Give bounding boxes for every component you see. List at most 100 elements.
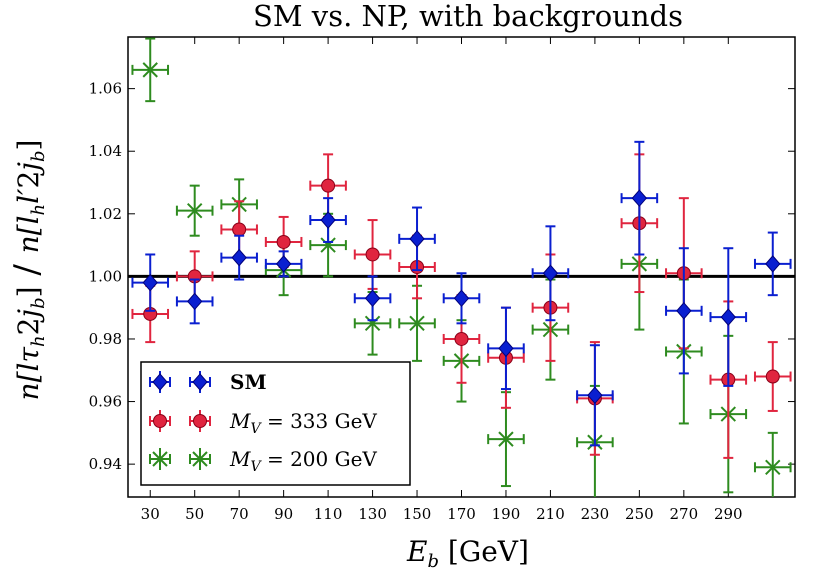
data-point xyxy=(131,37,170,103)
x-tick-label: 150 xyxy=(403,505,432,523)
y-axis-label: n[lτh2jb] / n[lhl′2jb] xyxy=(7,140,49,401)
y-tick-label: 1.06 xyxy=(89,80,122,98)
x-tick-label: 270 xyxy=(670,505,699,523)
legend-marker-diamond xyxy=(152,373,168,391)
x-tick-label: 70 xyxy=(230,505,249,523)
data-point xyxy=(353,275,392,322)
x-tick-label: 190 xyxy=(492,505,521,523)
data-layer xyxy=(131,37,792,497)
marker-x-stroke xyxy=(186,202,203,219)
marker-diamond xyxy=(453,289,470,308)
y-tick-label: 1.02 xyxy=(89,205,122,223)
marker-x xyxy=(142,62,158,78)
legend-marker-x-stroke xyxy=(152,451,168,467)
marker-diamond xyxy=(720,308,736,326)
legend-marker-circle xyxy=(193,414,207,428)
legend-label: SM xyxy=(230,370,267,394)
marker-x-stroke xyxy=(364,315,381,332)
data-point xyxy=(753,231,792,297)
legend-label: MV = 333 GeV xyxy=(229,409,377,437)
marker-diamond xyxy=(409,230,425,248)
legend-marker-x xyxy=(152,451,168,467)
marker-diamond xyxy=(542,264,559,283)
legend-marker-x xyxy=(192,451,208,467)
marker-circle xyxy=(365,247,380,262)
marker-x xyxy=(765,459,781,475)
x-tick-label: 110 xyxy=(314,505,343,523)
data-point xyxy=(531,225,570,322)
data-point xyxy=(620,140,659,256)
marker-diamond xyxy=(187,292,203,311)
svg-text:Eb [GeV]: Eb [GeV] xyxy=(406,535,529,572)
marker-x-stroke xyxy=(765,459,781,475)
y-tick-label: 0.96 xyxy=(89,393,122,411)
marker-circle xyxy=(276,234,291,249)
legend-label: MV = 200 GeV xyxy=(229,447,377,475)
marker-diamond xyxy=(498,339,514,358)
marker-diamond xyxy=(631,189,648,207)
y-tick-label: 1.00 xyxy=(89,267,122,285)
x-tick-label: 170 xyxy=(447,505,476,523)
legend-marker-circle xyxy=(153,414,167,428)
marker-diamond xyxy=(142,273,158,292)
legend-entry: SM xyxy=(149,370,267,394)
svg-text:n[lτh2jb] / n[lhl′2jb]: n[lτh2jb] / n[lhl′2jb] xyxy=(7,140,49,401)
data-point xyxy=(442,272,481,325)
x-tick-label: 230 xyxy=(581,505,610,523)
marker-x xyxy=(409,315,425,332)
marker-x-stroke xyxy=(142,62,158,78)
data-point xyxy=(398,206,436,272)
x-tick-label: 50 xyxy=(185,505,204,523)
data-point xyxy=(175,184,214,237)
marker-x xyxy=(186,202,203,219)
y-tick-label: 0.98 xyxy=(89,330,122,348)
legend-entry: MV = 333 GeV xyxy=(149,409,377,437)
legend-entry: MV = 200 GeV xyxy=(149,447,377,475)
data-point xyxy=(131,284,170,344)
x-tick-label: 250 xyxy=(625,505,654,523)
legend-box xyxy=(140,361,411,486)
marker-diamond xyxy=(587,386,603,405)
data-point xyxy=(442,294,481,384)
x-tick-label: 290 xyxy=(714,505,743,523)
marker-diamond xyxy=(231,248,247,267)
data-point xyxy=(709,247,748,387)
marker-x-stroke xyxy=(409,315,425,332)
series-0 xyxy=(131,140,792,447)
data-point xyxy=(487,306,525,391)
plot-area: 30 50 70 90 110 130 150 170 190 210 230 250 270 290 0.… xyxy=(89,36,796,523)
legend: SM MV = 333 GeV MV = 200 GeV xyxy=(140,361,411,486)
chart-title: SM vs. NP, with backgrounds xyxy=(253,0,683,33)
marker-x xyxy=(498,431,514,447)
x-axis-label: Eb [GeV] xyxy=(406,535,529,572)
data-point xyxy=(220,234,258,281)
x-tick-label: 90 xyxy=(274,505,293,523)
legend-marker-x-stroke xyxy=(192,451,208,467)
marker-diamond xyxy=(320,211,336,229)
marker-circle xyxy=(454,331,469,346)
data-point xyxy=(131,253,170,312)
data-point xyxy=(175,278,214,325)
legend-marker-diamond xyxy=(192,373,208,391)
data-point xyxy=(264,250,303,278)
marker-diamond xyxy=(765,255,781,273)
marker-x xyxy=(320,237,336,253)
y-tick-label: 1.04 xyxy=(89,142,122,160)
marker-diamond xyxy=(676,302,692,320)
marker-x-stroke xyxy=(498,431,514,447)
marker-x xyxy=(364,315,381,332)
marker-x-stroke xyxy=(320,237,336,253)
data-point xyxy=(576,344,614,447)
data-point xyxy=(753,431,792,497)
data-point xyxy=(309,197,347,243)
marker-circle xyxy=(232,222,247,237)
x-tick-label: 210 xyxy=(536,505,565,523)
marker-circle xyxy=(321,178,336,193)
data-point xyxy=(753,341,792,412)
marker-diamond xyxy=(275,255,292,273)
data-point xyxy=(665,247,703,375)
marker-diamond xyxy=(364,289,381,308)
y-tick-label: 0.94 xyxy=(89,455,122,473)
x-tick-label: 130 xyxy=(358,505,387,523)
